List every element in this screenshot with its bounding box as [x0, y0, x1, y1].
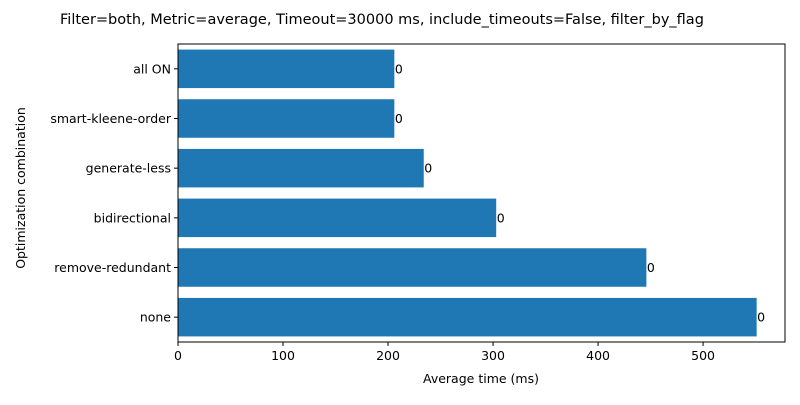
- plot-frame: [177, 43, 786, 343]
- bar-value-label: 0: [647, 260, 655, 275]
- bar-value-label: 0: [424, 161, 432, 176]
- x-tick-label: 300: [481, 348, 505, 363]
- bar-value-label: 0: [497, 210, 505, 225]
- chart-title: Filter=both, Metric=average, Timeout=300…: [60, 12, 704, 28]
- y-tick-label: all ON: [133, 61, 171, 76]
- axes-layer: none remove-redundant bidirectional generat…: [50, 43, 786, 363]
- x-tick-label: 500: [691, 348, 715, 363]
- y-tick-label: remove-redundant: [54, 260, 171, 275]
- x-tick-label: 200: [376, 348, 400, 363]
- x-tick-label: 400: [586, 348, 610, 363]
- y-tick-label: bidirectional: [94, 210, 171, 225]
- bar-generate-less: [178, 148, 424, 188]
- bar-value-label: 0: [395, 111, 403, 126]
- y-axis-label: Optimization combination: [13, 107, 28, 269]
- bar-none: [178, 297, 757, 337]
- y-tick-label: none: [140, 310, 171, 325]
- x-tick-label: 100: [271, 348, 295, 363]
- bar-value-label: 0: [757, 310, 765, 325]
- bar-bidirectional: [178, 198, 497, 238]
- bars-layer: 0 0 0 0 0 0: [178, 49, 765, 337]
- y-tick-label: smart-kleene-order: [50, 111, 172, 126]
- bar-value-label: 0: [395, 61, 403, 76]
- bar-smart-kleene-order: [178, 99, 395, 138]
- x-tick-label: 0: [174, 348, 182, 363]
- bar-all-on: [178, 49, 395, 89]
- y-tick-label: generate-less: [86, 161, 171, 176]
- x-axis-label: Average time (ms): [423, 371, 539, 386]
- bar-remove-redundant: [178, 248, 647, 287]
